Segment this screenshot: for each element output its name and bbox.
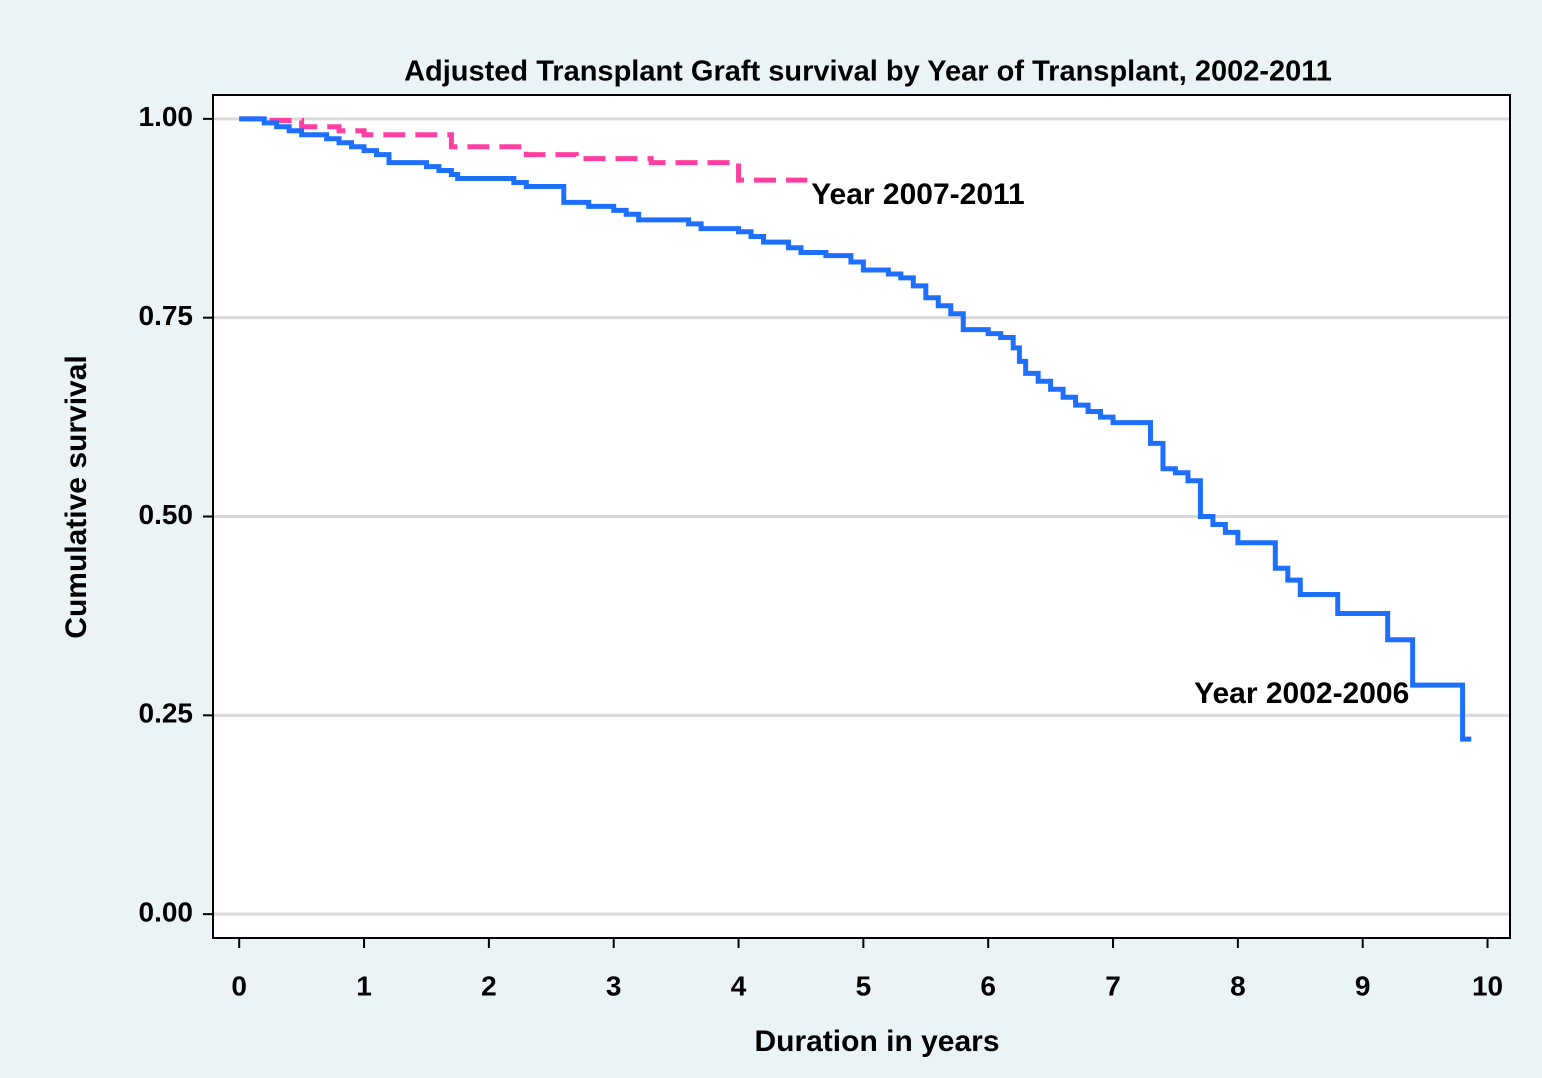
x-tick-label: 0	[231, 970, 247, 1001]
y-tick-label: 0.00	[139, 897, 194, 928]
x-tick-label: 7	[1105, 970, 1121, 1001]
x-tick-label: 3	[606, 970, 622, 1001]
x-tick-label: 5	[856, 970, 872, 1001]
x-tick-label: 6	[980, 970, 996, 1001]
x-tick-label: 9	[1355, 970, 1371, 1001]
x-axis-title: Duration in years	[754, 1025, 999, 1058]
x-tick-label: 1	[356, 970, 372, 1001]
x-tick-label: 8	[1230, 970, 1246, 1001]
x-tick-label: 2	[481, 970, 497, 1001]
y-tick-label: 1.00	[139, 101, 194, 132]
chart-title: Adjusted Transplant Graft survival by Ye…	[404, 56, 1332, 88]
x-tick-label: 10	[1472, 970, 1503, 1001]
y-tick-label: 0.25	[139, 698, 194, 729]
series-label: Year 2007-2011	[811, 178, 1025, 211]
y-tick-label: 0.75	[139, 300, 194, 331]
y-tick-label: 0.50	[139, 499, 194, 530]
x-tick-label: 4	[731, 970, 747, 1001]
survival-line	[239, 116, 1472, 742]
y-axis-title: Cumulative survival	[60, 355, 93, 638]
series-label: Year 2002-2006	[1194, 677, 1409, 710]
survival-line	[239, 116, 808, 183]
